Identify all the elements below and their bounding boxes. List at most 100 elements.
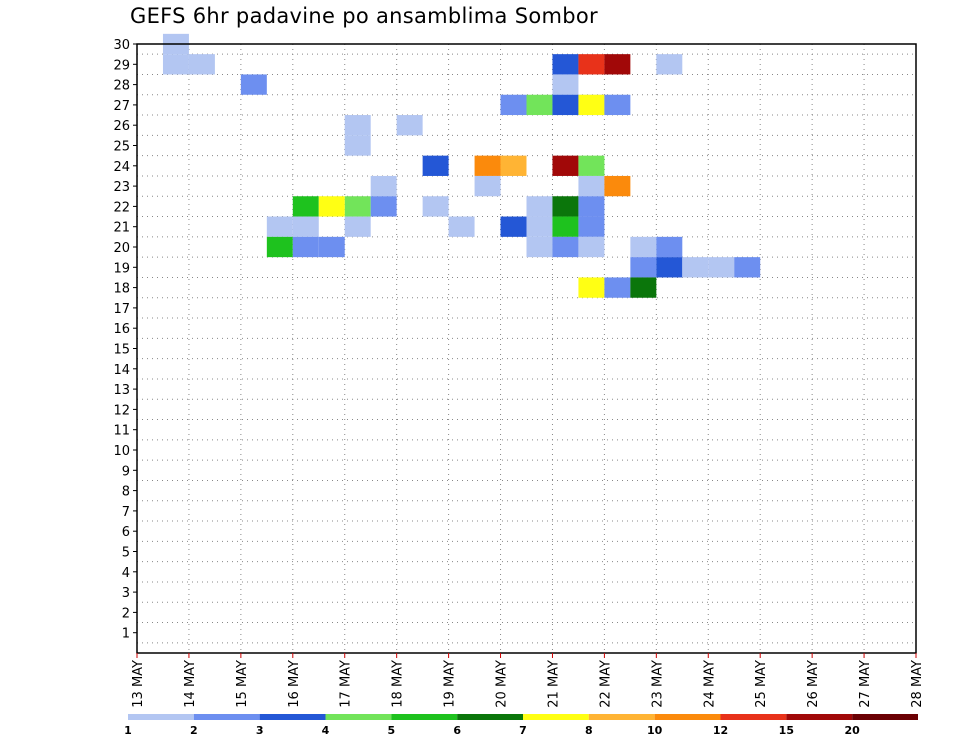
data-cell bbox=[552, 196, 579, 217]
y-tick-label: 7 bbox=[122, 505, 130, 520]
x-tick-label: 23 MAY bbox=[650, 660, 665, 708]
data-cell bbox=[292, 236, 319, 258]
data-cell bbox=[630, 277, 657, 298]
colorbar-label: 15 bbox=[779, 724, 794, 737]
y-tick-label: 3 bbox=[122, 586, 130, 601]
data-cell bbox=[630, 257, 657, 278]
y-tick-label: 9 bbox=[122, 464, 130, 479]
y-tick-label: 26 bbox=[113, 119, 130, 134]
y-tick-label: 6 bbox=[122, 525, 130, 540]
y-tick-label: 12 bbox=[113, 403, 130, 418]
y-tick-label: 2 bbox=[122, 606, 130, 621]
data-cell bbox=[604, 94, 631, 116]
data-cell bbox=[578, 155, 605, 176]
data-cell bbox=[396, 115, 423, 136]
data-cell bbox=[552, 155, 579, 176]
colorbar-swatch bbox=[325, 714, 392, 720]
data-cell bbox=[578, 94, 605, 116]
y-tick-label: 8 bbox=[122, 485, 130, 500]
data-cell bbox=[526, 94, 553, 116]
data-cell bbox=[500, 155, 527, 176]
data-cell bbox=[344, 115, 371, 136]
colorbar-label: 8 bbox=[585, 724, 593, 737]
data-cell bbox=[500, 216, 527, 237]
y-tick-label: 4 bbox=[122, 566, 130, 581]
colorbar-label: 5 bbox=[388, 724, 396, 737]
y-tick-label: 1 bbox=[122, 627, 130, 642]
y-tick-label: 10 bbox=[113, 444, 130, 459]
colorbar-swatch bbox=[852, 714, 918, 720]
x-tick-label: 25 MAY bbox=[754, 660, 769, 708]
data-cell bbox=[344, 196, 371, 217]
colorbar-label: 1 bbox=[124, 724, 132, 737]
plot-frame bbox=[136, 43, 917, 654]
colorbar-label: 12 bbox=[713, 724, 728, 737]
y-tick-label: 13 bbox=[113, 383, 130, 398]
data-cell bbox=[422, 196, 449, 217]
colorbar-swatch bbox=[391, 714, 458, 720]
data-cell bbox=[318, 196, 345, 217]
y-tick-label: 30 bbox=[113, 38, 130, 53]
data-cell bbox=[474, 155, 501, 176]
x-tick-label: 13 MAY bbox=[131, 660, 146, 708]
data-cell bbox=[604, 175, 631, 197]
data-cell bbox=[552, 54, 579, 75]
y-tick-label: 5 bbox=[122, 546, 130, 561]
y-tick-label: 24 bbox=[113, 160, 130, 175]
colorbar-swatch bbox=[193, 714, 260, 720]
x-tick-label: 22 MAY bbox=[598, 660, 613, 708]
y-tick-label: 16 bbox=[113, 322, 130, 337]
data-cell bbox=[682, 257, 709, 278]
colorbar-swatch bbox=[259, 714, 326, 720]
colorbar-label: 20 bbox=[845, 724, 861, 737]
data-cell bbox=[344, 216, 371, 237]
x-tick-label: 17 MAY bbox=[339, 660, 354, 708]
data-cell bbox=[318, 236, 345, 258]
data-cell bbox=[240, 74, 267, 95]
colorbar-swatch bbox=[654, 714, 721, 720]
data-cell bbox=[552, 216, 579, 237]
data-cell bbox=[344, 135, 371, 156]
data-cell bbox=[448, 216, 475, 237]
data-cell bbox=[604, 277, 631, 298]
data-cell bbox=[474, 175, 501, 197]
data-cell bbox=[552, 74, 579, 95]
x-tick-label: 24 MAY bbox=[702, 660, 717, 708]
data-cell bbox=[656, 257, 683, 278]
data-cell bbox=[656, 54, 683, 75]
data-cell bbox=[578, 196, 605, 217]
data-cell bbox=[734, 257, 761, 278]
data-cell bbox=[162, 54, 189, 75]
colorbar-swatch bbox=[588, 714, 655, 720]
colorbar-label: 3 bbox=[256, 724, 264, 737]
data-cell bbox=[708, 257, 735, 278]
y-tick-label: 17 bbox=[113, 302, 130, 317]
data-cell bbox=[292, 216, 319, 237]
colorbar-label: 2 bbox=[190, 724, 198, 737]
data-cell bbox=[370, 175, 397, 197]
y-tick-label: 25 bbox=[113, 140, 130, 155]
y-tick-label: 22 bbox=[113, 200, 130, 215]
data-cell bbox=[292, 196, 319, 217]
colorbar-swatch bbox=[786, 714, 853, 720]
y-tick-label: 23 bbox=[113, 180, 130, 195]
data-cell bbox=[552, 236, 579, 258]
x-tick-label: 14 MAY bbox=[183, 660, 198, 708]
data-cell bbox=[526, 216, 553, 237]
data-cell bbox=[552, 94, 579, 116]
data-cell bbox=[188, 54, 215, 75]
y-tick-label: 11 bbox=[113, 424, 130, 439]
colorbar-swatch bbox=[457, 714, 523, 720]
data-cell bbox=[604, 54, 631, 75]
data-cell bbox=[266, 216, 293, 237]
x-tick-label: 26 MAY bbox=[806, 660, 821, 708]
colorbar-swatch bbox=[720, 714, 787, 720]
colorbar-label: 10 bbox=[647, 724, 663, 737]
colorbar-label: 7 bbox=[519, 724, 527, 737]
y-tick-label: 20 bbox=[113, 241, 130, 256]
x-tick-label: 18 MAY bbox=[391, 660, 406, 708]
x-tick-label: 28 MAY bbox=[910, 660, 925, 708]
data-cell bbox=[578, 175, 605, 197]
colorbar-swatch bbox=[128, 714, 194, 720]
x-tick-label: 27 MAY bbox=[858, 660, 873, 708]
